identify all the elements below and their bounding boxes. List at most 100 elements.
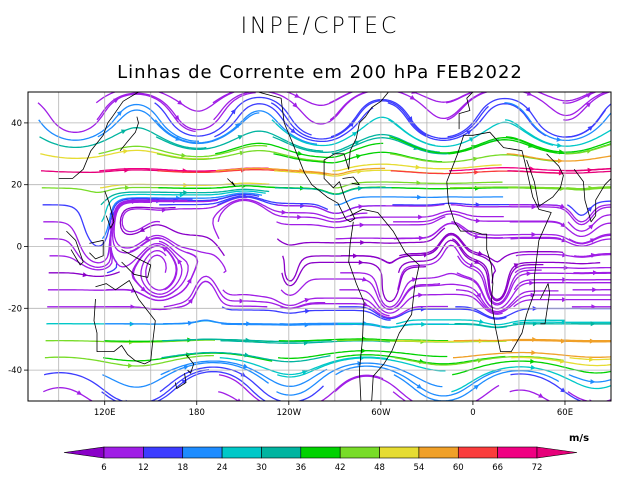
streamline-arrow (418, 214, 424, 220)
streamline-arrow (421, 321, 427, 327)
philippines-coast (104, 190, 115, 229)
streamline-arrow (246, 321, 252, 327)
colorbar-box (103, 446, 144, 459)
streamline (282, 247, 439, 282)
streamline-arrow (357, 169, 363, 175)
streamline-arrow (297, 150, 303, 156)
south-america-coast (348, 208, 420, 401)
colorbar-label: 48 (374, 463, 385, 473)
streamline-arrow (294, 93, 300, 98)
streamline-arrow (538, 393, 544, 398)
streamline-arrow (468, 137, 475, 142)
colorbar-box (379, 446, 420, 459)
colorbar-box (457, 446, 498, 459)
streamline-arrow (590, 321, 596, 327)
streamline-arrow (532, 337, 538, 343)
sumatra-coast (66, 230, 84, 266)
streamline-arrow (472, 156, 479, 162)
colorbar-label: 24 (217, 463, 228, 473)
streamline (43, 199, 187, 264)
streamline-arrow (465, 130, 472, 135)
streamline-arrow (244, 352, 250, 358)
colorbar-high-tip (536, 446, 578, 459)
streamline-arrow (592, 270, 598, 276)
colorbar-box (261, 446, 302, 459)
streamline-arrow (557, 158, 563, 164)
streamline-arrow (558, 170, 564, 176)
new-zealand-south-coast (174, 373, 187, 390)
colorbar-box (182, 446, 223, 459)
arabia-coast (526, 153, 564, 207)
streamline-arrow (526, 271, 532, 277)
x-tick-label: 60W (371, 408, 391, 418)
colorbar-box (339, 446, 380, 459)
streamline-arrow (530, 364, 536, 370)
streamline-arrow (239, 298, 245, 304)
streamline-arrow (179, 192, 185, 198)
streamline-arrow (409, 401, 416, 408)
streamline-arrow (161, 207, 167, 213)
streamline (445, 92, 595, 104)
streamline-arrow (290, 128, 296, 134)
axis-ticks: 120E 180 120W 60W 0 60E 40 20 0 -20 -40 (8, 119, 573, 418)
streamline (221, 306, 391, 321)
streamline-arrow (469, 262, 475, 268)
streamline-arrow (587, 167, 593, 173)
streamline-arrow (474, 185, 480, 191)
streamline-arrow (561, 237, 567, 243)
streamline-arrow (361, 348, 367, 354)
streamline (218, 374, 384, 401)
north-america-coast (215, 92, 389, 223)
y-tick-label: 40 (11, 119, 22, 129)
colorbar-box (418, 446, 459, 459)
streamline-arrow (139, 227, 145, 232)
streamline (567, 391, 611, 401)
streamline-arrow (560, 338, 566, 344)
colorbar-label: 30 (256, 463, 267, 473)
y-tick-label: -20 (8, 304, 22, 314)
streamline-arrow (586, 148, 592, 154)
colorbar-box (300, 446, 341, 459)
streamline (110, 234, 183, 295)
streamline-arrow (475, 202, 481, 208)
streamline-arrow (358, 204, 364, 210)
colorbar-low-tip (63, 446, 105, 459)
streamline-arrow (281, 209, 287, 215)
streamline-arrow (560, 387, 566, 393)
africa-coast (446, 131, 552, 353)
x-tick-label: 0 (470, 408, 475, 418)
streamline-arrow (239, 150, 245, 156)
x-tick-label: 120W (276, 408, 301, 418)
streamline-arrow (417, 194, 423, 200)
hawaii-coast (227, 178, 236, 187)
streamline-arrow (116, 110, 123, 117)
streamline-arrow (474, 234, 481, 240)
streamline-arrow (531, 204, 537, 210)
streamline-arrow (292, 102, 298, 108)
streamline-arrow (559, 149, 565, 155)
streamline-arrow (418, 292, 424, 298)
streamline-arrow (357, 185, 363, 191)
streamline-arrow (128, 339, 134, 345)
colorbar-label: 42 (335, 463, 346, 473)
new-zealand-coast (185, 354, 195, 374)
streamline-arrow (360, 239, 366, 245)
colorbar-label: 12 (138, 463, 149, 473)
cuba-coast (342, 176, 360, 186)
streamline (42, 198, 193, 247)
colorbar: 6 12 18 24 30 36 42 48 54 60 66 72 (63, 446, 578, 473)
streamline-arrow (531, 350, 537, 356)
australia-coast (93, 280, 156, 365)
streamline-arrow (303, 340, 309, 346)
streamline-arrow (361, 276, 368, 282)
streamline-arrow (529, 166, 535, 172)
streamline-arrow (113, 98, 119, 104)
streamline (396, 283, 559, 313)
streamline-arrow (124, 185, 130, 191)
streamline (218, 391, 240, 401)
streamline-arrow (354, 140, 360, 146)
streamline (330, 98, 489, 140)
streamline-layer (37, 92, 611, 408)
borneo-coast (89, 239, 104, 260)
